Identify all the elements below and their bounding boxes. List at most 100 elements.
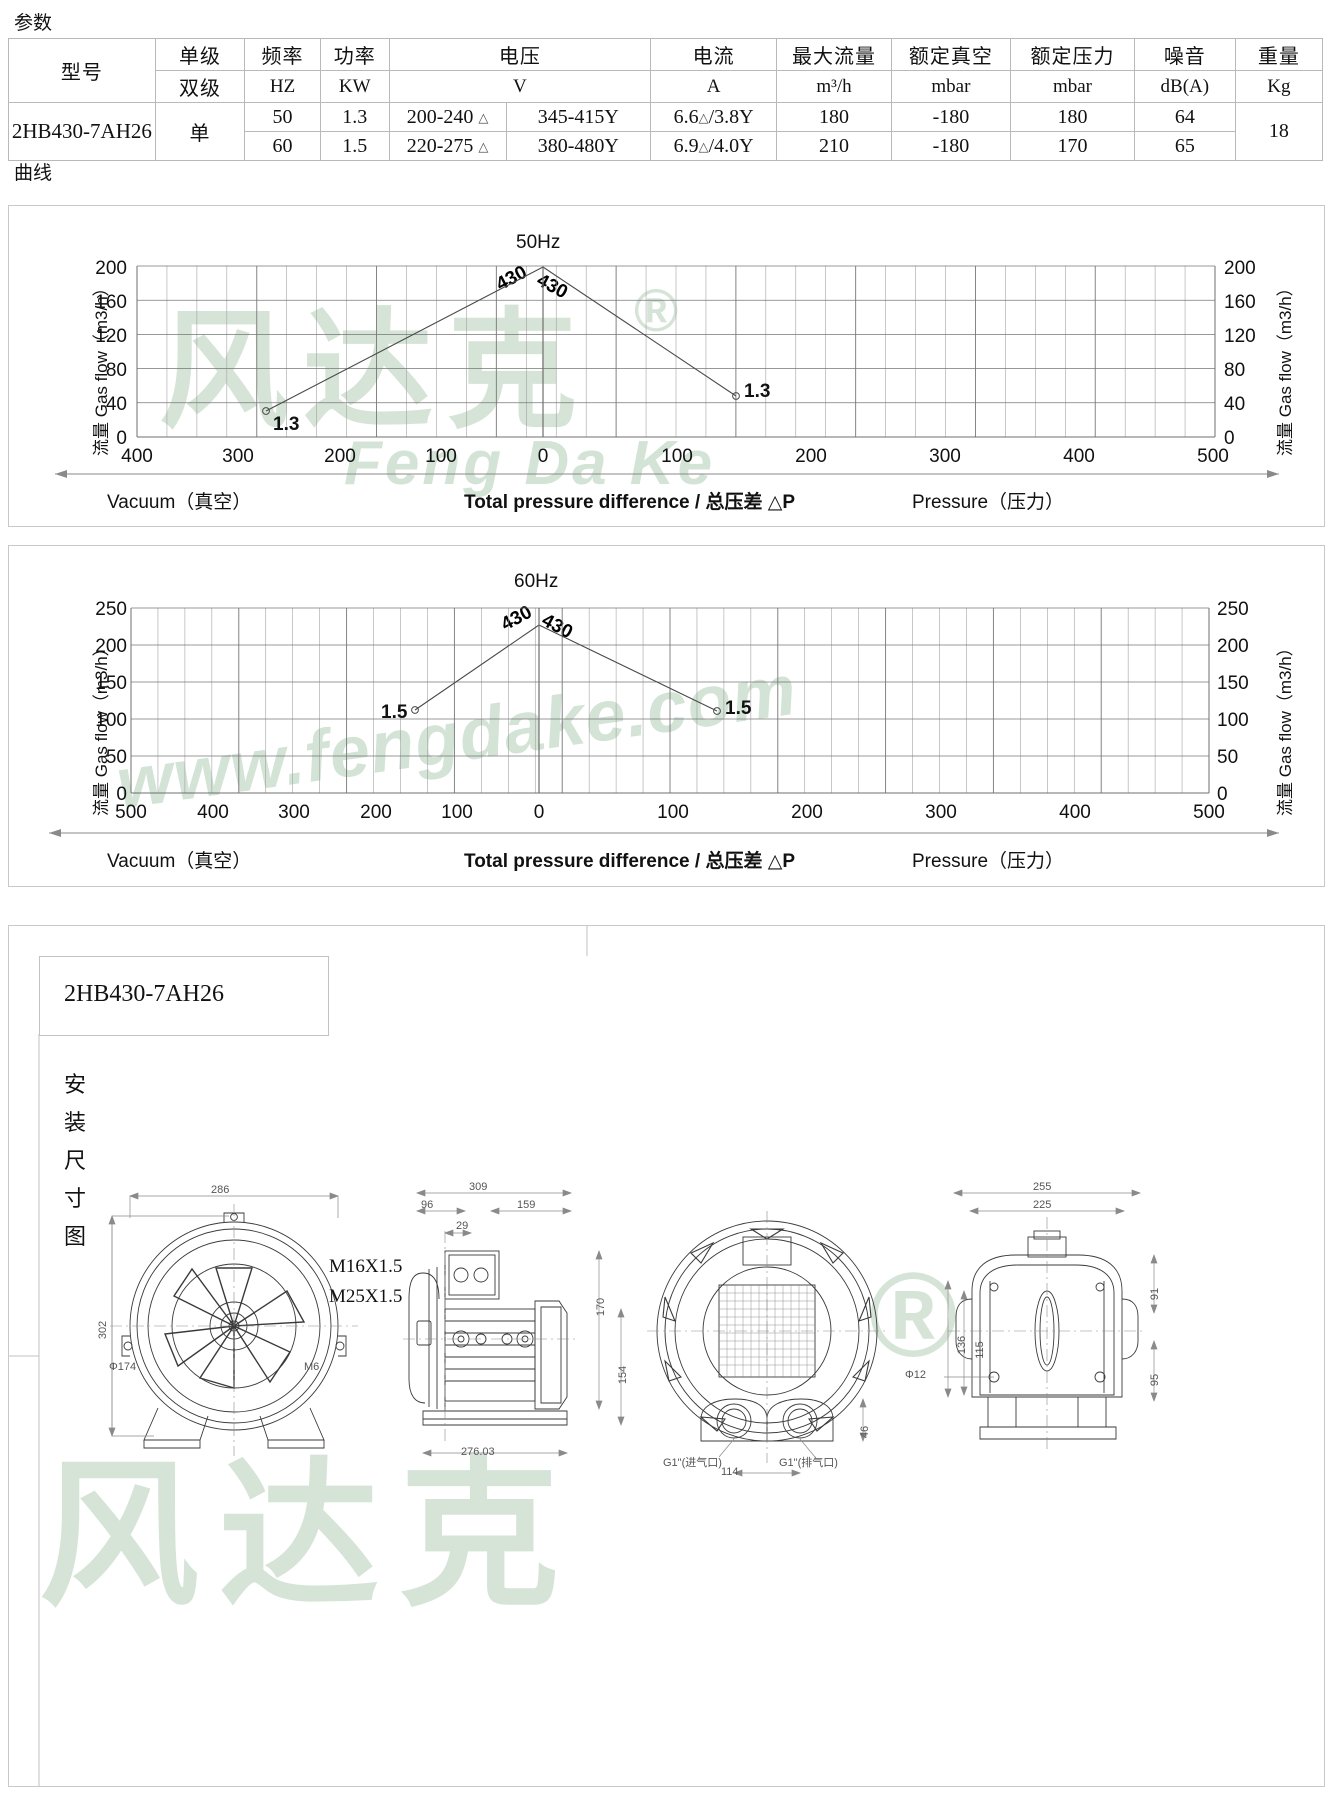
- header-rated-vacuum: 额定真空: [890, 38, 1012, 71]
- x-tick-50hz: 300: [222, 446, 254, 467]
- y-tick-50hz: 200: [95, 258, 127, 279]
- dimension-model-label: 2HB430-7AH26: [64, 981, 224, 1007]
- table-row: 60 1.5 220-275 △ 380-480Y 6.9△/4.0Y 210 …: [9, 131, 1323, 161]
- curves-section-label: 曲线: [14, 163, 53, 184]
- y-tick-50hz: 120: [95, 326, 127, 347]
- dim-top-225: 225: [1033, 1199, 1052, 1211]
- x-tick-60hz: 0: [533, 802, 545, 823]
- point-label-pressure-60hz: 1.5: [725, 698, 752, 719]
- y-tick-60hz: 200: [95, 636, 127, 657]
- y-tick-right-60hz: 0: [1217, 784, 1228, 805]
- header-unit-kg: Kg: [1234, 70, 1324, 103]
- x-tick-50hz: 100: [425, 446, 457, 467]
- dim-top-255: 255: [1033, 1181, 1052, 1193]
- x-tick-50hz: 0: [537, 446, 549, 467]
- header-model: 型号: [8, 38, 156, 103]
- dim-front-302: 302: [97, 1320, 110, 1340]
- y-tick-50hz: 160: [95, 292, 127, 313]
- chart-plot-50hz: [55, 265, 1279, 478]
- chart-title-50hz: 50Hz: [516, 232, 561, 253]
- cell-voltage-delta: 220-275 △: [388, 131, 507, 161]
- dim-side-309: 309: [469, 1181, 488, 1193]
- x-tick-60hz: 400: [1059, 802, 1091, 823]
- header-unit-hz: HZ: [244, 70, 321, 103]
- thread-label-m25: M25X1.5: [329, 1286, 403, 1307]
- cell-max-flow: 210: [776, 131, 892, 161]
- header-unit-kw: KW: [319, 70, 390, 103]
- y-tick-60hz: 100: [95, 710, 127, 731]
- table-header-row-1: 型号 单级 频率 功率 电压 电流 最大流量 额定真空 额定压力 噪音 重量: [8, 38, 1324, 103]
- dimension-vertical-title: 安装尺寸图: [63, 1072, 86, 1249]
- header-max-flow: 最大流量: [776, 38, 892, 71]
- dim-side-29: 29: [456, 1220, 469, 1232]
- dim-front-phi174: Φ174: [109, 1361, 137, 1373]
- y-tick-right-60hz: 250: [1217, 599, 1249, 620]
- y-tick-right-50hz: 80: [1224, 360, 1246, 381]
- cell-kw: 1.3: [319, 102, 390, 132]
- cell-current: 6.6△/3.8Y: [650, 102, 778, 132]
- cell-model: 2HB430-7AH26: [8, 102, 156, 161]
- x-tick-60hz: 300: [278, 802, 310, 823]
- cell-kw: 1.5: [319, 131, 390, 161]
- x-tick-60hz: 400: [197, 802, 229, 823]
- dim-top-phi12: Φ12: [905, 1369, 927, 1381]
- header-unit-mbar-vacuum: mbar: [890, 70, 1012, 103]
- dim-side-96: 96: [421, 1199, 434, 1211]
- x-tick-50hz: 300: [929, 446, 961, 467]
- thread-label-m16: M16X1.5: [329, 1256, 403, 1277]
- header-unit-v: V: [388, 70, 652, 103]
- x-tick-50hz: 100: [661, 446, 693, 467]
- y-tick-right-50hz: 200: [1224, 258, 1256, 279]
- dim-side-159: 159: [517, 1199, 536, 1211]
- dimension-drawing-panel: 风达克 ® 2HB430-7AH26 安装尺寸图: [8, 925, 1325, 1787]
- dim-rear-46: 46: [859, 1425, 872, 1439]
- x-tick-60hz: 500: [115, 802, 147, 823]
- dim-top-91: 91: [1149, 1287, 1162, 1301]
- dim-top-136: 136: [956, 1335, 969, 1355]
- cell-stage: 单: [154, 102, 246, 161]
- cell-current: 6.9△/4.0Y: [650, 131, 778, 161]
- dim-side-154: 154: [617, 1365, 630, 1385]
- y-tick-right-50hz: 160: [1224, 292, 1256, 313]
- x-tick-50hz: 400: [1063, 446, 1095, 467]
- x-axis-label-pressure-60hz: Pressure（压力）: [912, 851, 1065, 872]
- x-axis-label-vacuum-50hz: Vacuum（真空）: [107, 492, 252, 513]
- cell-noise: 64: [1133, 102, 1236, 132]
- x-tick-50hz: 200: [795, 446, 827, 467]
- cell-rated-pressure: 170: [1010, 131, 1135, 161]
- header-unit-db: dB(A): [1133, 70, 1236, 103]
- cell-hz: 50: [244, 102, 321, 132]
- drawing-view-side: [403, 1189, 625, 1457]
- cell-weight: 18: [1234, 102, 1324, 161]
- header-single-stage: 单级: [154, 38, 246, 71]
- header-double-stage: 双级: [154, 70, 246, 103]
- dim-top-95: 95: [1149, 1373, 1162, 1387]
- dim-front-286: 286: [211, 1184, 230, 1196]
- table-header-row-2: 双级 HZ KW V A m³/h mbar mbar dB(A) Kg: [9, 70, 1324, 103]
- point-label-vacuum-50hz: 1.3: [273, 414, 300, 435]
- cell-noise: 65: [1133, 131, 1236, 161]
- header-unit-m3h: m³/h: [776, 70, 892, 103]
- y-tick-right-60hz: 50: [1217, 747, 1239, 768]
- x-axis-label-pressure-50hz: Pressure（压力）: [912, 492, 1065, 513]
- y-tick-50hz: 80: [105, 360, 127, 381]
- parameters-table: 型号 单级 频率 功率 电压 电流 最大流量 额定真空 额定压力 噪音 重量 双…: [8, 38, 1324, 161]
- delta-icon: △: [698, 109, 709, 125]
- y-tick-60hz: 0: [116, 784, 127, 805]
- chart-title-60hz: 60Hz: [514, 571, 559, 592]
- y-tick-60hz: 150: [95, 673, 127, 694]
- y-tick-right-50hz: 0: [1224, 428, 1235, 449]
- port-label-outlet: G1"(排气口): [779, 1457, 838, 1469]
- table-row: 2HB430-7AH26 单 50 1.3 200-240 △ 345-415Y…: [8, 102, 1324, 161]
- chart-panel-60hz: www.fengdake.com 流量 Gas flow（m3/h） 流量 Ga…: [8, 545, 1325, 887]
- cell-voltage-star: 380-480Y: [505, 131, 652, 161]
- y-tick-right-50hz: 40: [1224, 394, 1246, 415]
- header-noise: 噪音: [1133, 38, 1236, 71]
- header-frequency: 频率: [244, 38, 321, 71]
- x-tick-50hz: 200: [324, 446, 356, 467]
- cell-rated-pressure: 180: [1010, 102, 1135, 132]
- y-tick-50hz: 0: [116, 428, 127, 449]
- dim-rear-114: 114: [721, 1466, 739, 1478]
- x-tick-50hz: 400: [121, 446, 153, 467]
- cell-hz: 60: [244, 131, 321, 161]
